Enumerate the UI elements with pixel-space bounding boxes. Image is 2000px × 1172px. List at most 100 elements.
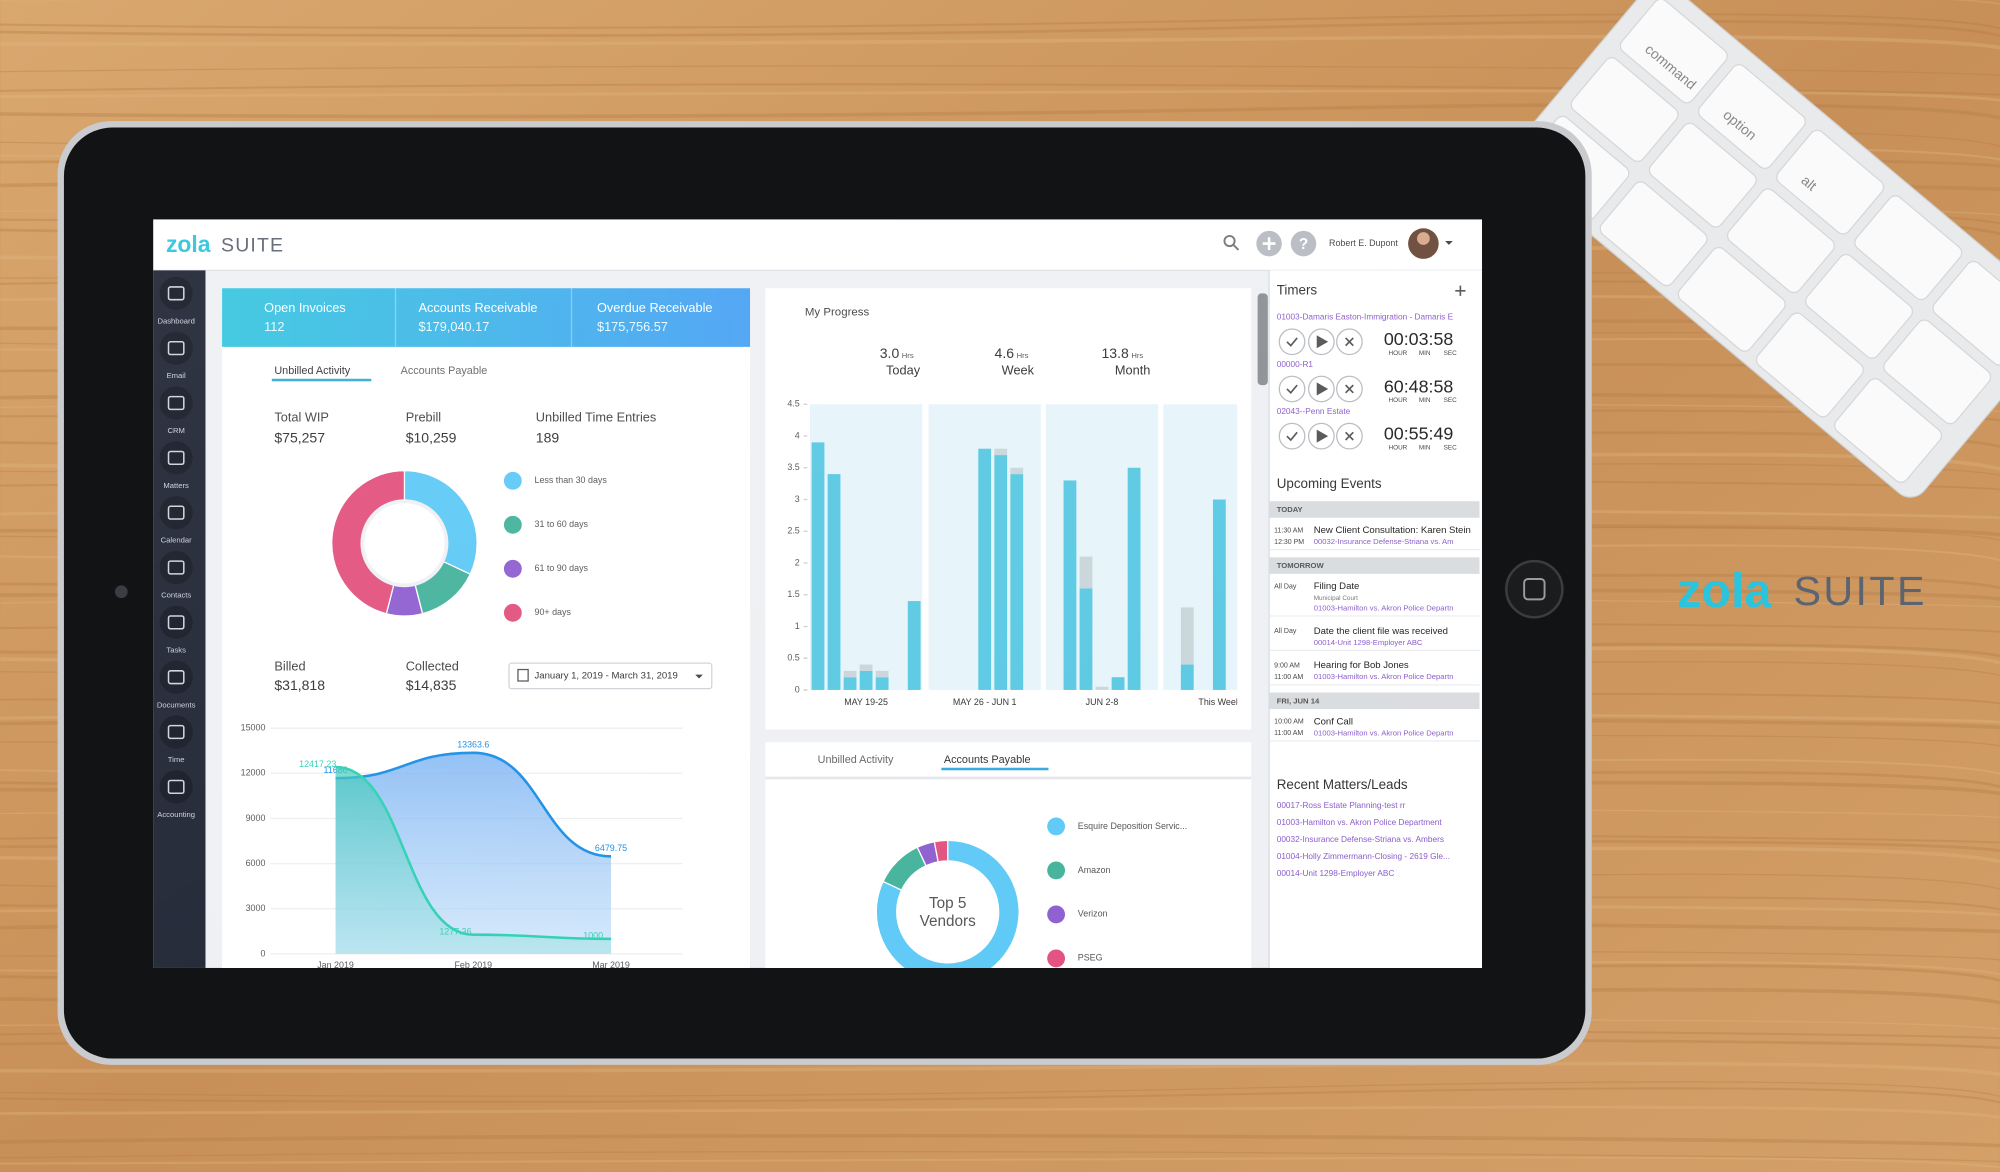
nav-label[interactable]: Documents: [157, 700, 196, 709]
event-matter[interactable]: 01003-Hamilton vs. Akron Police Departn: [1314, 728, 1454, 737]
timer-unit: MIN: [1419, 397, 1431, 404]
bar[interactable]: [1212, 499, 1226, 690]
timer-button[interactable]: [1278, 375, 1306, 403]
key[interactable]: [1852, 193, 1965, 303]
event-matter[interactable]: 01003-Hamilton vs. Akron Police Departn: [1314, 603, 1454, 612]
event-title[interactable]: Filing Date: [1314, 581, 1360, 592]
bar[interactable]: [1063, 480, 1077, 690]
key[interactable]: [1597, 179, 1710, 289]
bar-segment[interactable]: [1079, 556, 1093, 589]
timer-matter[interactable]: 02043--Penn Estate: [1277, 407, 1351, 416]
event-matter[interactable]: 00014-Unit 1298-Employer ABC: [1314, 638, 1423, 647]
nav-icon[interactable]: [159, 605, 193, 639]
stat-label: Total WIP: [274, 410, 329, 425]
nav-icon[interactable]: [159, 550, 193, 585]
key[interactable]: [1753, 310, 1866, 420]
key[interactable]: [1803, 251, 1916, 361]
event-title[interactable]: New Client Consultation: Karen Stein: [1314, 525, 1471, 536]
bar[interactable]: [827, 474, 841, 690]
bar-segment[interactable]: [843, 670, 857, 678]
bar[interactable]: [1180, 664, 1194, 690]
key[interactable]: [1930, 258, 2000, 368]
timer-matter[interactable]: 00000-R1: [1277, 360, 1314, 369]
home-button[interactable]: [1505, 559, 1564, 619]
total-label: Today: [886, 362, 921, 377]
tab-active[interactable]: Unbilled Activity: [274, 365, 350, 377]
bar[interactable]: [1079, 588, 1093, 690]
bar[interactable]: [843, 677, 857, 690]
event-title[interactable]: Date the client file was received: [1314, 626, 1448, 637]
recent-item[interactable]: 00017-Ross Estate Planning-test rr: [1277, 801, 1406, 810]
bar-segment[interactable]: [1010, 467, 1024, 475]
bar[interactable]: [978, 448, 992, 690]
nav-label[interactable]: Accounting: [157, 810, 195, 819]
nav-label[interactable]: Tasks: [166, 645, 186, 654]
tab-active[interactable]: Accounts Payable: [944, 754, 1031, 766]
nav-icon[interactable]: [159, 331, 193, 365]
bar[interactable]: [994, 455, 1008, 690]
timer-button[interactable]: [1278, 422, 1306, 450]
nav-label[interactable]: Matters: [163, 481, 189, 490]
key[interactable]: [1724, 186, 1837, 296]
bar-segment[interactable]: [1095, 686, 1109, 690]
timer-unit: SEC: [1444, 350, 1457, 357]
bar[interactable]: [1111, 677, 1125, 690]
key[interactable]: [1832, 376, 1945, 486]
event-time: 11:30 AM: [1274, 527, 1303, 534]
timer-matter[interactable]: 01003-Damaris Easton-Immigration - Damar…: [1277, 313, 1454, 322]
bar[interactable]: [1010, 474, 1024, 690]
data-label: 1277.36: [439, 927, 471, 937]
key[interactable]: [1774, 127, 1887, 237]
bar-segment[interactable]: [875, 670, 889, 678]
recent-item[interactable]: 00032-Insurance Defense-Striana vs. Ambe…: [1277, 835, 1444, 844]
nav-icon[interactable]: [159, 770, 193, 804]
event-time: 11:00 AM: [1274, 730, 1303, 737]
summary-value[interactable]: $179,040.17: [418, 319, 489, 334]
recent-item[interactable]: 01003-Hamilton vs. Akron Police Departme…: [1277, 818, 1443, 827]
key[interactable]: [1695, 62, 1808, 172]
panel-title: My Progress: [805, 306, 870, 318]
nav-icon[interactable]: [159, 496, 193, 530]
bar-segment[interactable]: [994, 448, 1008, 456]
bar[interactable]: [875, 677, 889, 690]
nav-label[interactable]: Email: [167, 371, 186, 380]
bar[interactable]: [1127, 467, 1141, 690]
nav-label[interactable]: Contacts: [161, 591, 191, 600]
nav-icon[interactable]: [159, 715, 193, 749]
summary-label[interactable]: Accounts Receivable: [418, 300, 537, 315]
recent-item[interactable]: 01004-Holly Zimmermann-Closing - 2619 Gl…: [1277, 852, 1450, 861]
key[interactable]: [1646, 120, 1759, 230]
summary-label[interactable]: Open Invoices: [264, 300, 346, 315]
date-range[interactable]: January 1, 2019 - March 31, 2019: [535, 670, 678, 681]
key[interactable]: [1881, 317, 1994, 427]
key[interactable]: [1617, 0, 1730, 106]
legend-label: Esquire Deposition Servic...: [1078, 821, 1187, 831]
nav-label[interactable]: CRM: [167, 426, 184, 435]
key[interactable]: [1675, 244, 1788, 354]
summary-label[interactable]: Overdue Receivable: [597, 300, 713, 315]
event-title[interactable]: Conf Call: [1314, 716, 1353, 727]
tab[interactable]: Unbilled Activity: [818, 754, 894, 766]
scrollbar[interactable]: [1257, 293, 1268, 386]
key[interactable]: [1568, 55, 1681, 165]
bar-segment[interactable]: [1180, 607, 1194, 665]
summary-value[interactable]: $175,756.57: [597, 319, 668, 334]
nav-label[interactable]: Calendar: [161, 536, 192, 545]
nav-icon[interactable]: [159, 276, 193, 310]
nav-icon[interactable]: [159, 441, 193, 475]
tab[interactable]: Accounts Payable: [401, 365, 488, 377]
nav-icon[interactable]: [159, 386, 193, 420]
summary-value[interactable]: 112: [264, 319, 284, 334]
bar-segment[interactable]: [859, 664, 873, 671]
bar[interactable]: [859, 670, 873, 690]
timer-button[interactable]: [1278, 328, 1306, 356]
event-title[interactable]: Hearing for Bob Jones: [1314, 660, 1409, 671]
recent-item[interactable]: 00014-Unit 1298-Employer ABC: [1277, 869, 1395, 878]
nav-label[interactable]: Time: [168, 755, 185, 764]
event-matter[interactable]: 01003-Hamilton vs. Akron Police Departn: [1314, 672, 1454, 681]
nav-label[interactable]: Dashboard: [157, 316, 194, 325]
nav-icon[interactable]: [159, 660, 193, 694]
bar[interactable]: [811, 442, 825, 690]
bar[interactable]: [907, 601, 921, 690]
event-matter[interactable]: 00032-Insurance Defense-Striana vs. Am: [1314, 537, 1454, 546]
